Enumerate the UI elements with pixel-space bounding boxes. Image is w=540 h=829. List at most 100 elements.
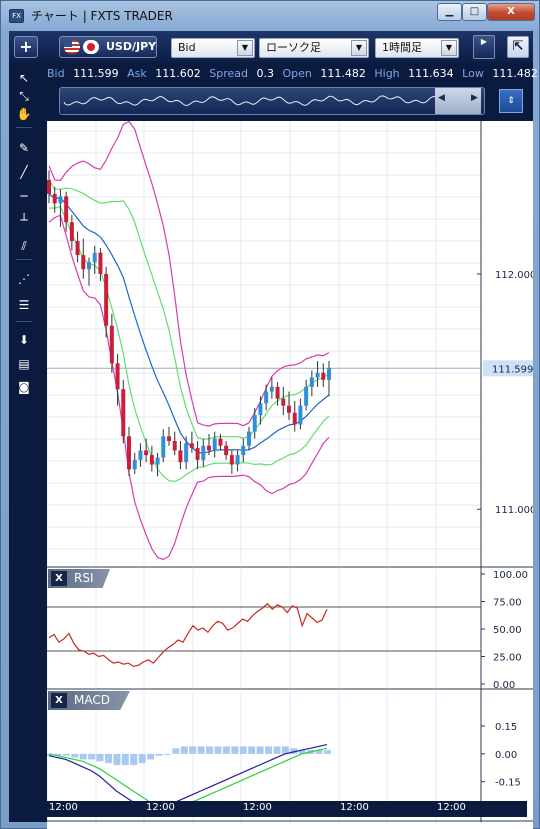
current-price-tag [483, 360, 533, 377]
macd-histogram-bar [71, 753, 79, 758]
candle-body [247, 431, 251, 446]
trend-line-icon[interactable]: ╱ [20, 165, 28, 179]
select-point-icon[interactable]: ⤡ [19, 89, 29, 103]
auto-scroll-icon[interactable]: ⇕ [499, 89, 523, 113]
macd-histogram-bar [130, 753, 138, 765]
macd-histogram-bar [138, 753, 146, 764]
close-rsi-icon[interactable]: X [51, 571, 67, 586]
chevron-down-icon[interactable]: ▼ [351, 40, 367, 56]
download-icon[interactable]: ⬇ [18, 333, 30, 347]
toolbar-scroll-button[interactable]: ▶ [473, 35, 495, 59]
macd-histogram-bar [147, 753, 155, 760]
minimize-button[interactable]: ▁ [437, 3, 462, 21]
low-value: 111.482 [492, 67, 538, 80]
fan-icon[interactable]: ⋰ [18, 272, 30, 286]
timeframe-value: 1時間足 [382, 41, 422, 54]
macd-histogram-bar [62, 753, 70, 756]
macd-tick-label: 0.00 [495, 750, 517, 761]
macd-histogram-bar [256, 746, 264, 754]
chart-svg[interactable]: 112.000 111.000 111.599 100.00 75.00 50.00 25.… [47, 121, 533, 829]
macd-histogram-bar [298, 750, 306, 754]
candle-body [115, 363, 120, 390]
candle-body [69, 222, 74, 241]
symbol-label: USD/JPY [106, 40, 157, 53]
candle-body [207, 445, 211, 451]
macd-histogram-bar [163, 753, 171, 755]
fibonacci-icon[interactable]: ☰ [18, 298, 30, 312]
app-icon: FX [9, 9, 24, 23]
time-axis: 12:00 12:00 12:00 12:00 12:00 [47, 801, 527, 817]
maximize-button[interactable]: □ [462, 3, 487, 21]
macd-histogram-bar [290, 748, 298, 754]
candle-body [224, 445, 229, 456]
candle-body [298, 405, 303, 425]
quote-bar: Bid 111.599 Ask 111.602 Spread 0.3 Open … [47, 67, 538, 83]
candle-body [127, 436, 131, 470]
rsi-tick-label: 100.00 [493, 570, 528, 581]
current-price-label: 111.599 [492, 364, 533, 375]
bid-value: 111.599 [73, 67, 119, 80]
rsi-tick-label: 50.00 [493, 625, 522, 636]
vertical-line-icon[interactable]: ┴ [20, 213, 28, 227]
candle-body [121, 389, 126, 437]
chart-type-select[interactable]: ローソク足 ▼ [259, 38, 369, 58]
title-bar[interactable]: FX チャート | FXTS TRADER ▁ □ X [1, 1, 540, 31]
macd-panel-title: X MACD [48, 691, 130, 710]
macd-histogram-bar [88, 753, 96, 760]
chevron-down-icon[interactable]: ▼ [441, 40, 457, 56]
rsi-tick-label: 25.00 [493, 653, 522, 664]
undock-icon[interactable]: ⇱ [507, 36, 529, 58]
hand-pan-icon[interactable]: ✋ [16, 107, 32, 121]
candle-body [75, 241, 80, 256]
macd-histogram-bar [214, 746, 222, 754]
price-side-select[interactable]: Bid ▼ [171, 38, 255, 58]
spread-value: 0.3 [256, 67, 274, 80]
rsi-panel-title: X RSI [48, 569, 110, 588]
candle-body [287, 405, 291, 413]
open-label: Open [282, 67, 312, 80]
time-tick-label: 12:00 [243, 802, 272, 813]
macd-histogram-bar [248, 746, 256, 754]
macd-histogram-bar [189, 746, 197, 754]
candle-body [275, 386, 280, 399]
camera-icon[interactable]: ◙ [18, 380, 30, 394]
chart-area[interactable]: 112.000 111.000 111.599 100.00 75.00 50.00 25.… [47, 121, 533, 829]
pin-icon[interactable]: ✎ [18, 141, 30, 155]
candle-body [201, 445, 206, 460]
timeframe-select[interactable]: 1時間足 ▼ [375, 38, 459, 58]
tick-history-band[interactable] [59, 87, 485, 115]
macd-histogram-bar [324, 750, 331, 754]
horizontal-line-icon[interactable]: ─ [20, 189, 28, 203]
macd-line [48, 744, 328, 809]
chevron-down-icon[interactable]: ▼ [237, 40, 253, 56]
candle-body [195, 448, 200, 460]
candle-body [87, 262, 91, 270]
candle-body [252, 415, 257, 432]
channel-icon[interactable]: ⫽ [21, 239, 27, 253]
time-tick-label: 12:00 [340, 802, 369, 813]
macd-histogram-bar [231, 746, 239, 754]
ask-label: Ask [127, 67, 147, 80]
macd-histogram-bar [172, 748, 180, 754]
tick-history-line [63, 95, 440, 107]
tick-next-icon[interactable]: ▶ [471, 93, 478, 103]
symbol-button[interactable]: USD/JPY [59, 36, 157, 58]
price-tick-label: 111.000 [495, 505, 533, 516]
candle-body [235, 455, 240, 465]
candle-body [47, 179, 51, 194]
candle-body [269, 386, 274, 392]
list-icon[interactable]: ▤ [18, 357, 30, 371]
macd-tick-label: -0.15 [495, 778, 521, 789]
tick-prev-icon[interactable]: ◀ [438, 93, 445, 103]
bollinger-lower-line [48, 214, 330, 561]
price-tick-label: 112.000 [495, 270, 533, 281]
candle-body [98, 252, 103, 274]
toolbar-separator [16, 259, 32, 260]
select-arrow-icon[interactable]: ↖ [18, 71, 30, 85]
macd-histogram-bar [104, 753, 112, 764]
close-macd-icon[interactable]: X [51, 693, 67, 708]
toolbar-separator [16, 321, 32, 322]
close-window-button[interactable]: X [487, 3, 535, 21]
add-chart-button[interactable]: + [14, 36, 38, 58]
